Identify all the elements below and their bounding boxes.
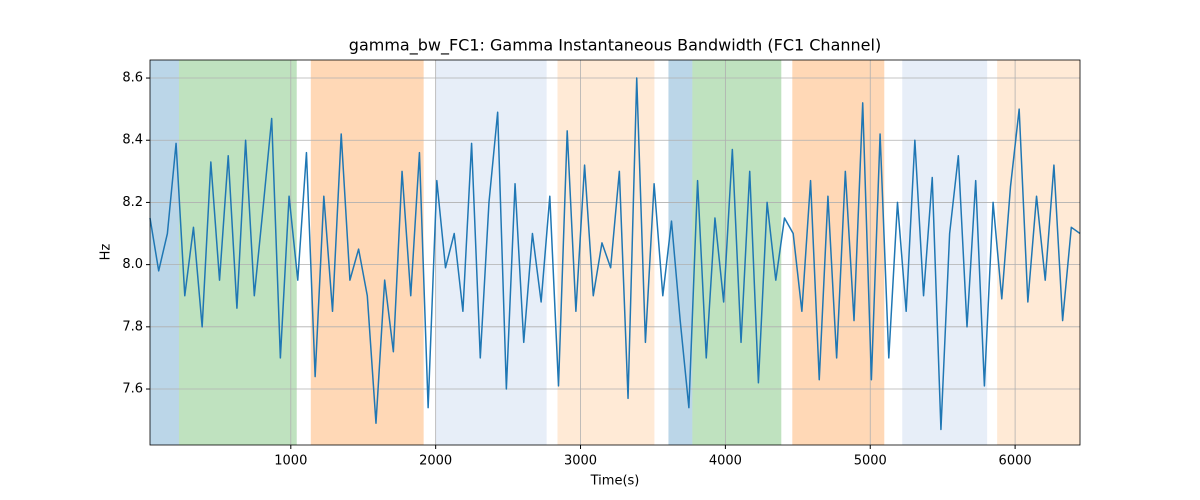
span bbox=[668, 60, 693, 445]
y-tick-label: 8.6 bbox=[122, 71, 143, 86]
plot-frame bbox=[149, 59, 1081, 446]
x-tick-label: 5000 bbox=[854, 454, 887, 469]
y-tick-label: 8.0 bbox=[122, 257, 143, 272]
x-tick-label: 1000 bbox=[274, 454, 307, 469]
x-tick-label: 2000 bbox=[419, 454, 452, 469]
x-axis-label: Time(s) bbox=[590, 474, 640, 489]
span bbox=[150, 60, 179, 445]
chart-title: gamma_bw_FC1: Gamma Instantaneous Bandwi… bbox=[349, 36, 881, 56]
x-tick-label: 4000 bbox=[709, 454, 742, 469]
y-tick-label: 7.6 bbox=[122, 382, 143, 397]
span bbox=[310, 60, 424, 445]
x-tick-label: 3000 bbox=[564, 454, 597, 469]
span bbox=[792, 60, 885, 445]
data-line bbox=[149, 77, 1081, 431]
span bbox=[435, 60, 547, 445]
y-tick-label: 8.2 bbox=[122, 195, 143, 210]
y-tick-label: 7.8 bbox=[122, 319, 143, 334]
span bbox=[178, 60, 297, 445]
span bbox=[997, 60, 1080, 445]
span bbox=[902, 60, 988, 445]
x-tick-label: 6000 bbox=[999, 454, 1032, 469]
y-tick-label: 8.4 bbox=[122, 133, 143, 148]
y-axis-label: Hz bbox=[99, 244, 114, 261]
